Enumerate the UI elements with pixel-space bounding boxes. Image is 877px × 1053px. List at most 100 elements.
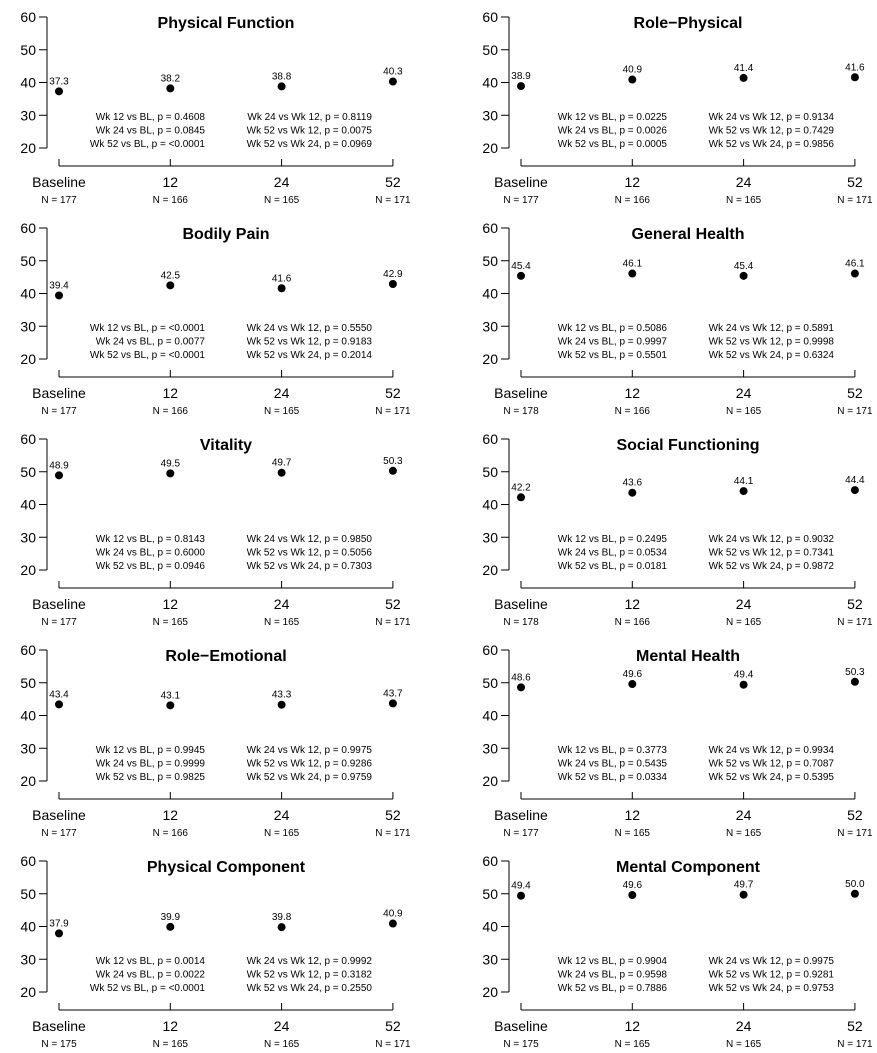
y-tick-label: 20 [20, 140, 36, 156]
y-tick-label: 20 [482, 351, 498, 367]
data-label: 39.9 [161, 912, 181, 923]
panel-physical-function: 20 30 40 50 60 Baseline N = 177 12 N = 166 24 N = … [20, 9, 411, 206]
x-tick-label: 52 [847, 1018, 863, 1034]
x-tick-label: 24 [736, 1018, 752, 1034]
data-label: 41.6 [272, 273, 292, 284]
data-point [388, 77, 397, 86]
sample-size-label: N = 177 [41, 828, 77, 839]
x-tick-label: 12 [625, 174, 641, 190]
sample-size-label: N = 171 [375, 195, 411, 206]
y-tick-label: 50 [482, 675, 498, 691]
sample-size-label: N = 166 [153, 195, 189, 206]
sample-size-label: N = 177 [503, 195, 539, 206]
sample-size-label: N = 177 [503, 828, 539, 839]
data-label: 49.7 [734, 880, 754, 891]
data-point [628, 488, 637, 497]
sample-size-label: N = 171 [375, 1039, 411, 1050]
pvalue-text: Wk 52 vs BL, p = <0.0001 [90, 983, 206, 994]
data-point [850, 889, 859, 898]
data-label: 45.4 [734, 261, 754, 272]
pvalue-text: Wk 12 vs BL, p = 0.3773 [558, 745, 668, 756]
panel-role-emotional: 20 30 40 50 60 Baseline N = 177 12 N = 166 24 N = … [20, 642, 411, 839]
sample-size-label: N = 177 [41, 617, 77, 628]
data-label: 38.9 [511, 71, 531, 82]
y-tick-label: 50 [20, 675, 36, 691]
y-tick-label: 40 [20, 708, 36, 724]
pvalue-text: Wk 52 vs Wk 12, p = 0.7429 [709, 126, 835, 137]
data-point [850, 486, 859, 495]
y-tick-label: 60 [482, 431, 498, 447]
pvalue-text: Wk 52 vs Wk 24, p = 0.6324 [709, 350, 835, 361]
panel-vitality: 20 30 40 50 60 Baseline N = 177 12 N = 165 24 N = … [20, 431, 411, 628]
sample-size-label: N = 165 [264, 617, 300, 628]
pvalue-text: Wk 24 vs Wk 12, p = 0.9032 [709, 534, 835, 545]
x-tick-label: 12 [625, 596, 641, 612]
pvalue-text: Wk 12 vs BL, p = 0.2495 [558, 534, 668, 545]
pvalue-text: Wk 52 vs Wk 12, p = 0.9281 [709, 970, 835, 981]
x-tick-label: Baseline [32, 174, 86, 190]
sample-size-label: N = 165 [726, 195, 762, 206]
pvalue-text: Wk 12 vs BL, p = 0.8143 [96, 534, 206, 545]
sample-size-label: N = 165 [264, 406, 300, 417]
panel-title: Physical Function [158, 15, 295, 32]
data-point [739, 271, 748, 280]
x-tick-label: Baseline [494, 385, 548, 401]
panel-role-physical: 20 30 40 50 60 Baseline N = 177 12 N = 166 24 N = … [482, 9, 873, 206]
pvalue-text: Wk 52 vs Wk 12, p = 0.9183 [247, 337, 373, 348]
y-tick-label: 30 [482, 740, 498, 756]
pvalue-text: Wk 12 vs BL, p = 0.0225 [558, 112, 668, 123]
pvalue-text: Wk 24 vs BL, p = 0.6000 [96, 548, 206, 559]
sample-size-label: N = 166 [615, 406, 651, 417]
data-point [55, 929, 63, 938]
pvalue-text: Wk 52 vs BL, p = 0.9825 [96, 772, 206, 783]
x-tick-label: 52 [385, 807, 401, 823]
data-point [166, 701, 175, 710]
data-point [850, 269, 859, 278]
y-tick-label: 60 [20, 853, 36, 869]
sample-size-label: N = 178 [503, 406, 539, 417]
data-label: 42.5 [161, 270, 181, 281]
x-tick-label: 12 [163, 385, 179, 401]
x-tick-label: Baseline [494, 174, 548, 190]
pvalue-text: Wk 52 vs Wk 12, p = 0.7341 [709, 548, 835, 559]
data-label: 45.4 [511, 261, 531, 272]
pvalue-text: Wk 24 vs BL, p = 0.0534 [558, 548, 668, 559]
y-tick-label: 40 [20, 919, 36, 935]
pvalue-text: Wk 52 vs BL, p = 0.5501 [558, 350, 668, 361]
sample-size-label: N = 165 [264, 828, 300, 839]
data-label: 50.3 [845, 667, 865, 678]
data-point [277, 82, 286, 91]
pvalue-text: Wk 24 vs BL, p = 0.9997 [558, 337, 668, 348]
data-label: 49.4 [511, 881, 531, 892]
sample-size-label: N = 165 [264, 1039, 300, 1050]
pvalue-text: Wk 52 vs Wk 24, p = 0.2014 [247, 350, 373, 361]
pvalue-text: Wk 52 vs Wk 12, p = 0.9286 [247, 759, 373, 770]
data-point [739, 890, 748, 899]
y-tick-label: 60 [482, 220, 498, 236]
panel-title: General Health [632, 226, 745, 243]
y-tick-label: 50 [482, 886, 498, 902]
sample-size-label: N = 165 [726, 828, 762, 839]
x-tick-label: Baseline [32, 385, 86, 401]
pvalue-text: Wk 52 vs Wk 12, p = 0.9998 [709, 337, 835, 348]
data-point [277, 468, 286, 477]
pvalue-text: Wk 24 vs Wk 12, p = 0.5550 [247, 323, 373, 334]
data-label: 43.7 [383, 688, 403, 699]
y-tick-label: 30 [20, 951, 36, 967]
data-label: 49.4 [734, 670, 754, 681]
data-label: 43.4 [49, 689, 69, 700]
data-label: 49.6 [623, 880, 643, 891]
data-point [517, 271, 525, 280]
data-point [55, 700, 63, 709]
data-point [628, 680, 637, 689]
pvalue-text: Wk 52 vs BL, p = 0.0005 [558, 139, 668, 150]
panel-title: Role−Physical [634, 15, 743, 32]
data-label: 49.6 [623, 669, 643, 680]
data-point [277, 700, 286, 709]
data-point [628, 269, 637, 278]
panel-title: Mental Health [636, 648, 740, 665]
x-tick-label: 52 [385, 385, 401, 401]
data-label: 46.1 [623, 259, 643, 270]
sample-size-label: N = 171 [837, 617, 873, 628]
sample-size-label: N = 165 [615, 828, 651, 839]
